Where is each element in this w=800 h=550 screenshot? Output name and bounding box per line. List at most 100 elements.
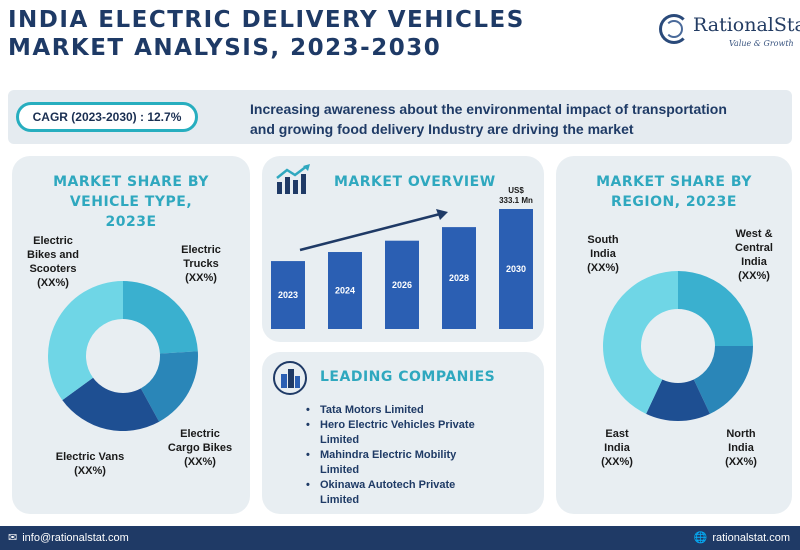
region-heading-line-2: REGION, 2023E bbox=[611, 194, 737, 210]
page-title: INDIA ELECTRIC DELIVERY VEHICLES MARKET … bbox=[8, 6, 608, 62]
leading-companies-panel bbox=[262, 352, 544, 514]
logo-tagline: Value & Growth bbox=[729, 39, 794, 48]
label-line: Electric bbox=[33, 235, 73, 247]
donut-slice-electric-vans bbox=[62, 377, 160, 431]
donut-slice-electric-trucks bbox=[123, 281, 198, 354]
email-icon: ✉ bbox=[8, 532, 18, 544]
bar-label-2023: 2023 bbox=[278, 290, 298, 300]
vehicle-heading-line-2: VEHICLE TYPE, bbox=[69, 194, 193, 210]
bullet-icon: • bbox=[306, 419, 310, 431]
driver-line-1: Increasing awareness about the environme… bbox=[250, 101, 727, 117]
label-line: Trucks bbox=[183, 258, 219, 270]
region-heading-line-1: MARKET SHARE BY bbox=[596, 174, 752, 190]
vehicle-type-heading: MARKET SHARE BY VEHICLE TYPE, 2023E bbox=[12, 172, 250, 232]
brand-logo[interactable]: RationalStat Value & Growth bbox=[655, 10, 800, 54]
label-line: East bbox=[605, 428, 629, 440]
company-name-line: Hero Electric Vehicles Private bbox=[320, 419, 475, 431]
label-line: (XX%) bbox=[184, 456, 216, 468]
company-name: Mahindra Electric Mobility Limited bbox=[320, 448, 456, 478]
label-electric-vans: Electric Vans (XX%) bbox=[44, 450, 136, 478]
label-electric-trucks: Electric Trucks (XX%) bbox=[166, 243, 236, 285]
company-item: • Mahindra Electric Mobility Limited bbox=[306, 448, 538, 478]
market-overview-heading: MARKET OVERVIEW bbox=[334, 174, 496, 190]
label-line: Cargo Bikes bbox=[167, 442, 233, 454]
bar-label-2026: 2026 bbox=[392, 280, 412, 290]
donut-slice-north-india bbox=[693, 346, 753, 414]
title-line-2: MARKET ANALYSIS, 2023-2030 bbox=[8, 35, 442, 61]
globe-icon: 🌐 bbox=[693, 532, 708, 544]
value-label-line: US$ bbox=[508, 186, 524, 195]
label-line: Central bbox=[735, 242, 773, 254]
label-line: (XX%) bbox=[74, 465, 106, 477]
label-line: (XX%) bbox=[738, 270, 770, 282]
label-line: (XX%) bbox=[37, 277, 69, 289]
label-line: Electric bbox=[181, 244, 221, 256]
label-west-central-india: West & Central India (XX%) bbox=[722, 227, 786, 283]
logo-ring-icon bbox=[659, 14, 689, 44]
company-name-line: Limited bbox=[320, 494, 360, 506]
label-line: West & bbox=[735, 228, 773, 240]
bar-label-2028: 2028 bbox=[449, 273, 469, 283]
region-heading: MARKET SHARE BY REGION, 2023E bbox=[556, 172, 792, 212]
trend-arrow-line bbox=[299, 212, 441, 252]
label-line: North bbox=[726, 428, 756, 440]
title-line-1: INDIA ELECTRIC DELIVERY VEHICLES bbox=[8, 7, 525, 33]
label-line: Electric bbox=[180, 428, 220, 440]
company-name-line: Mahindra Electric Mobility bbox=[320, 449, 457, 461]
label-line: Scooters bbox=[29, 263, 77, 275]
bar-2024 bbox=[328, 252, 362, 329]
chart-growth-icon bbox=[276, 164, 310, 194]
leading-companies-heading: LEADING COMPANIES bbox=[320, 369, 496, 385]
company-item: • Hero Electric Vehicles Private Limited bbox=[306, 418, 538, 448]
company-name: Hero Electric Vehicles Private Limited bbox=[320, 418, 475, 448]
trend-arrow-head-icon bbox=[436, 209, 448, 220]
label-line: India bbox=[590, 248, 616, 260]
bar-label-2030: 2030 bbox=[506, 264, 526, 274]
company-list: • Tata Motors Limited • Hero Electric Ve… bbox=[306, 403, 538, 508]
company-name: Okinawa Autotech Private Limited bbox=[320, 478, 455, 508]
company-name-line: Okinawa Autotech Private bbox=[320, 479, 456, 491]
label-line: Bikes and bbox=[27, 249, 79, 261]
label-line: (XX%) bbox=[725, 456, 757, 468]
bullet-icon: • bbox=[306, 479, 310, 491]
footer-bar: ✉ info@rationalstat.com 🌐 rationalstat.com bbox=[0, 526, 800, 550]
website-link[interactable]: 🌐 rationalstat.com bbox=[694, 531, 790, 544]
region-panel bbox=[556, 156, 792, 514]
logo-name: RationalStat bbox=[693, 14, 800, 36]
label-south-india: South India (XX%) bbox=[572, 233, 634, 275]
label-east-india: East India (XX%) bbox=[586, 427, 648, 469]
bullet-icon: • bbox=[306, 449, 310, 461]
label-line: Electric Vans bbox=[55, 451, 125, 463]
cagr-badge: CAGR (2023-2030) : 12.7% bbox=[16, 102, 198, 132]
company-item: • Tata Motors Limited bbox=[306, 403, 538, 418]
value-label-line: 333.1 Mn bbox=[499, 196, 533, 205]
company-name: Tata Motors Limited bbox=[320, 403, 424, 418]
donut-slice-south-india bbox=[603, 271, 678, 414]
company-name-line: Limited bbox=[320, 464, 360, 476]
buildings-icon bbox=[273, 361, 307, 395]
company-item: • Okinawa Autotech Private Limited bbox=[306, 478, 538, 508]
label-line: (XX%) bbox=[185, 272, 217, 284]
bar-2026 bbox=[385, 240, 419, 329]
driver-line-2: and growing food delivery Industry are d… bbox=[250, 121, 634, 137]
email-text: info@rationalstat.com bbox=[22, 532, 129, 544]
email-link[interactable]: ✉ info@rationalstat.com bbox=[8, 531, 129, 544]
label-line: India bbox=[604, 442, 630, 454]
label-electric-cargo-bikes: Electric Cargo Bikes (XX%) bbox=[158, 427, 242, 469]
label-north-india: North India (XX%) bbox=[710, 427, 772, 469]
label-line: (XX%) bbox=[601, 456, 633, 468]
bar-label-2024: 2024 bbox=[335, 286, 355, 296]
label-electric-bikes-scooters: Electric Bikes and Scooters (XX%) bbox=[18, 234, 88, 290]
label-line: India bbox=[741, 256, 767, 268]
label-line: South bbox=[587, 234, 619, 246]
website-text: rationalstat.com bbox=[712, 532, 790, 544]
donut-slice-west-central-india bbox=[678, 271, 753, 346]
vehicle-heading-line-3: 2023E bbox=[105, 214, 157, 230]
logo-inner-ring-icon bbox=[665, 20, 683, 38]
bar-2030 bbox=[499, 209, 533, 329]
bullet-icon: • bbox=[306, 404, 310, 416]
market-driver-text: Increasing awareness about the environme… bbox=[250, 99, 790, 139]
